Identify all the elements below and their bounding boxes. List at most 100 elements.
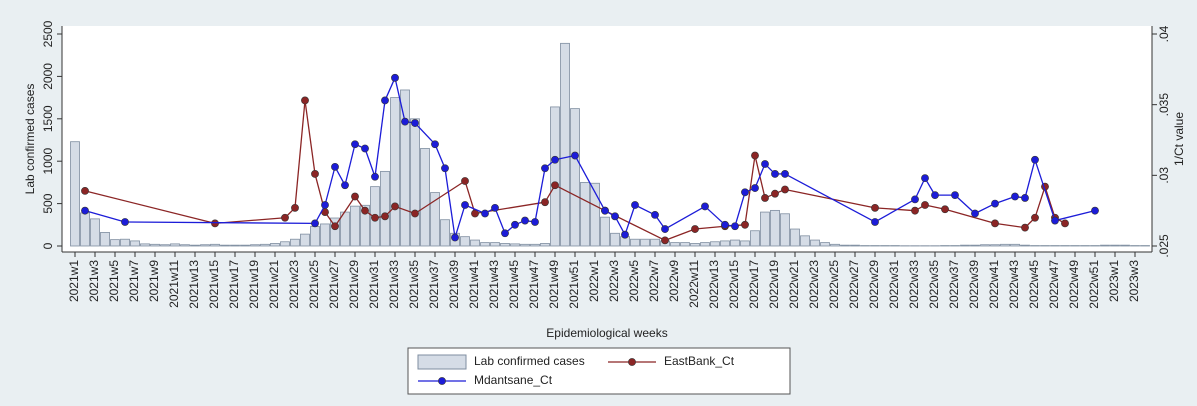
x-tick-label: 2022w31 (887, 260, 901, 309)
bar (130, 240, 140, 247)
x-tick-label: 2023w3 (1127, 260, 1141, 302)
bar (730, 239, 740, 247)
x-tick-label: 2021w15 (207, 260, 221, 309)
line-marker (321, 201, 329, 209)
line-marker (491, 203, 499, 212)
x-tick-label: 2022w9 (667, 260, 681, 302)
line-marker (871, 203, 879, 212)
line-segment (704, 205, 726, 226)
bar (500, 243, 510, 247)
bar (310, 226, 320, 247)
line-marker (551, 181, 559, 190)
line-segment (554, 184, 606, 212)
line-marker (911, 206, 919, 215)
line-marker (451, 233, 459, 242)
line-marker (871, 218, 879, 226)
x-tick-label: 2021w45 (507, 260, 521, 309)
bar (780, 213, 790, 247)
bar (350, 205, 360, 247)
y2-axis-title: 1/Ct value (1172, 112, 1186, 166)
line-marker (431, 140, 439, 149)
bar (240, 244, 250, 247)
line-segment (954, 194, 976, 214)
x-tick-label: 2022w21 (787, 260, 801, 309)
bar (200, 244, 210, 247)
x-tick-label: 2022w33 (907, 260, 921, 309)
bar (140, 243, 150, 247)
line-segment (874, 207, 916, 212)
line-segment (494, 207, 506, 234)
x-tick-label: 2022w13 (707, 260, 721, 309)
bar (190, 244, 200, 247)
line-segment (1044, 186, 1056, 218)
x-tick-label: 2022w49 (1067, 260, 1081, 309)
bar (700, 242, 710, 247)
line-marker (661, 225, 669, 233)
line-segment (414, 122, 436, 145)
line-segment (444, 168, 456, 238)
line-segment (1054, 210, 1096, 222)
line-marker (531, 218, 539, 226)
line-marker (441, 164, 449, 173)
x-tick-label: 2022w11 (687, 260, 701, 308)
line-segment (664, 205, 706, 230)
bar (740, 240, 750, 247)
bar (520, 243, 530, 247)
legend-box (407, 347, 791, 395)
legend-label: Lab confirmed cases (474, 354, 585, 368)
bar (270, 243, 280, 247)
bar (70, 141, 80, 247)
line-marker (341, 181, 349, 190)
line-marker (331, 222, 339, 231)
line-marker (461, 201, 469, 209)
x-tick-label: 2021w11 (167, 260, 181, 308)
legend-swatch (417, 354, 467, 370)
line-marker (651, 211, 659, 219)
line-marker (571, 151, 579, 160)
line-marker (701, 202, 709, 211)
line-marker (601, 206, 609, 215)
line-marker (391, 202, 399, 211)
x-tick-label: 2022w1 (587, 260, 601, 302)
line-segment (384, 77, 396, 101)
line-segment (304, 100, 316, 175)
line-marker (751, 151, 759, 160)
x-tick-label: 2022w7 (647, 260, 661, 302)
x-tick-label: 2022w17 (747, 260, 761, 309)
line-marker (361, 144, 369, 153)
plot-area (62, 26, 1152, 252)
line-segment (434, 143, 446, 169)
y2-tick-label: .04 (1157, 25, 1171, 42)
line-marker (211, 219, 219, 228)
x-tick-label: 2022w27 (847, 260, 861, 309)
bar (610, 232, 620, 247)
line-marker (771, 170, 779, 178)
line-marker (371, 213, 379, 222)
x-tick-label: 2022w43 (1007, 260, 1021, 309)
x-tick-label: 2022w47 (1047, 260, 1061, 309)
bar (720, 240, 730, 247)
bar (180, 244, 190, 247)
line-marker (391, 73, 399, 82)
line-marker (81, 186, 89, 195)
line-marker (721, 220, 729, 229)
bar (670, 242, 680, 247)
bar (390, 97, 400, 247)
line-segment (334, 196, 356, 227)
x-tick-label: 2021w33 (387, 260, 401, 309)
line-segment (1034, 159, 1056, 221)
line-segment (394, 77, 406, 122)
line-marker (941, 205, 949, 214)
line-segment (1024, 159, 1036, 199)
line-segment (914, 177, 926, 200)
x-tick-label: 2022w3 (607, 260, 621, 302)
x-tick-label: 2021w31 (367, 260, 381, 309)
bar (420, 148, 430, 247)
line-marker (281, 213, 289, 222)
x-tick-label: 2021w13 (187, 260, 201, 309)
line-marker (971, 209, 979, 218)
line-marker (551, 155, 559, 164)
x-tick-label: 2021w17 (227, 260, 241, 309)
bar (1100, 244, 1110, 247)
line-marker (521, 216, 529, 225)
